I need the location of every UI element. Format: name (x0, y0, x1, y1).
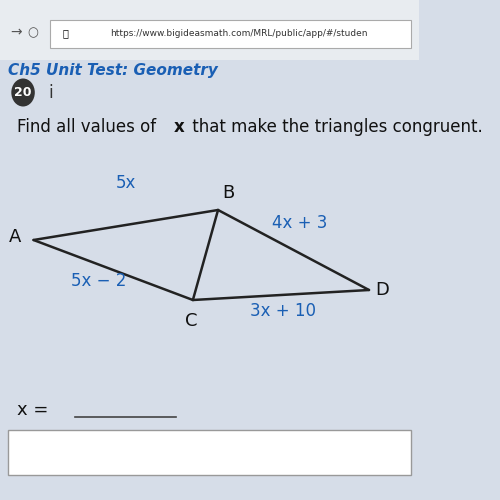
Text: 5x: 5x (116, 174, 136, 192)
Text: A: A (8, 228, 21, 246)
Circle shape (12, 78, 35, 106)
Text: that make the triangles congruent.: that make the triangles congruent. (186, 118, 482, 136)
Bar (0, 0, 420, 60)
Text: 5x − 2: 5x − 2 (71, 272, 126, 290)
Text: D: D (376, 281, 389, 299)
Text: B: B (222, 184, 234, 202)
Text: Ch5 Unit Test: Geometry: Ch5 Unit Test: Geometry (8, 62, 218, 78)
Text: x =: x = (17, 401, 54, 419)
Text: https://www.bigideasmath.com/MRL/public/app/#/studen: https://www.bigideasmath.com/MRL/public/… (110, 29, 368, 38)
Text: 4x + 3: 4x + 3 (272, 214, 328, 232)
Text: i: i (48, 84, 53, 102)
Text: →: → (10, 26, 22, 40)
Text: 3x + 10: 3x + 10 (250, 302, 316, 320)
Text: x: x (174, 118, 185, 136)
Text: C: C (184, 312, 197, 330)
Bar (8, 430, 411, 475)
Text: 🔒: 🔒 (62, 28, 68, 38)
Text: 20: 20 (14, 86, 32, 99)
Text: ○: ○ (28, 26, 38, 39)
Text: Find all values of: Find all values of (17, 118, 161, 136)
Bar (50, 20, 411, 48)
